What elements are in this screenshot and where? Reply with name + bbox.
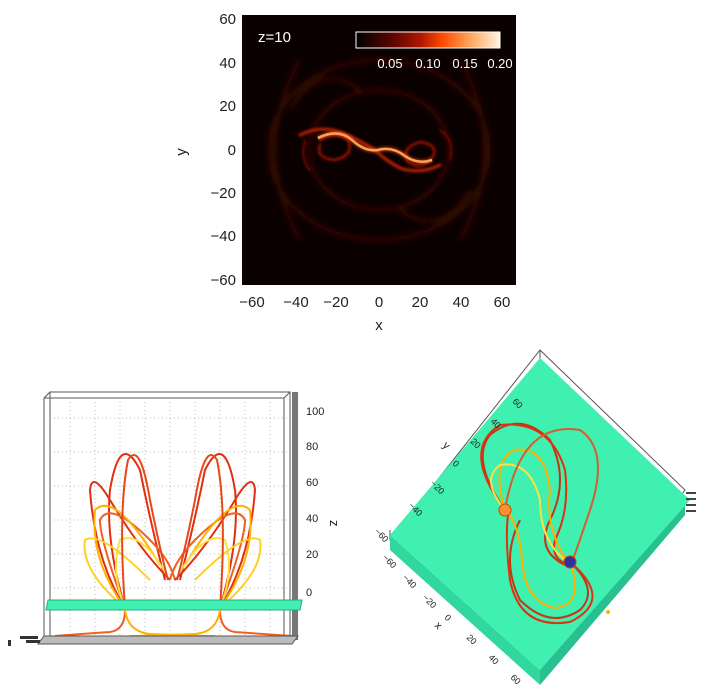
z-tick: 0 [306, 587, 312, 599]
y-axis-label: y [440, 440, 453, 453]
x-tick: 40 [487, 652, 501, 666]
y-axis-label: y [173, 148, 190, 156]
y-tick: 0 [451, 458, 462, 469]
colorbar-tick: 0.15 [452, 56, 477, 71]
x-tick: 20 [465, 632, 479, 646]
x-axis-label: x [375, 317, 383, 334]
colorbar-tick-labels: 0.05 0.10 0.15 0.20 [377, 56, 512, 71]
colorbar-tick: 0.20 [487, 56, 512, 71]
y-tick: 20 [219, 98, 236, 115]
footpoints [498, 503, 577, 569]
z-tick: 60 [306, 477, 318, 489]
field-lines [480, 422, 599, 625]
bottom-tick-marks [8, 636, 40, 646]
x-tick: −40 [401, 572, 419, 590]
plane-side-left [390, 535, 540, 685]
x-tick-labels: −60 −40 −20 0 20 40 60 [239, 294, 510, 311]
y-tick: 60 [219, 11, 236, 28]
bottom-right-3d-panel: 60 40 20 0 −20 −40 y −60 −60 −40 −20 0 2… [373, 349, 696, 686]
z-axis-label: z [327, 520, 342, 527]
x-axis-label: x [432, 620, 445, 633]
x-tick: 60 [509, 672, 523, 686]
x-tick: −60 [239, 294, 264, 311]
y-tick: 0 [228, 142, 236, 159]
z-tick: 40 [306, 513, 318, 525]
z-tick: 80 [306, 441, 318, 453]
x-tick: −40 [283, 294, 308, 311]
y-tick: −20 [211, 185, 236, 202]
photosphere-plane [45, 599, 303, 611]
right-tick-marks [686, 492, 696, 512]
x-tick: 0 [443, 612, 454, 623]
footpoint-legs [54, 609, 293, 637]
bottom-left-3d-panel: 100 80 60 40 20 0 z [8, 391, 342, 646]
colorbar-tick: 0.05 [377, 56, 402, 71]
z-tick: 20 [306, 549, 318, 561]
y-tick: −60 [211, 272, 236, 289]
y-tick-labels: 60 40 20 0 −20 −40 −60 [211, 11, 236, 289]
field-lines [83, 453, 262, 609]
y-tick: −40 [211, 228, 236, 245]
colorbar-tick: 0.10 [415, 56, 440, 71]
left-tick: −60 [373, 526, 391, 544]
x-tick: 20 [412, 294, 429, 311]
x-tick: −20 [323, 294, 348, 311]
z-axis: 100 80 60 40 20 0 z [292, 392, 342, 640]
x-tick: 40 [453, 294, 470, 311]
colorbar [355, 31, 501, 49]
x-tick: 0 [375, 294, 383, 311]
z-tick: 100 [306, 406, 324, 418]
x-tick: −20 [421, 592, 439, 610]
y-tick: 40 [219, 55, 236, 72]
x-tick: 60 [494, 294, 511, 311]
slice-label: z=10 [258, 29, 291, 46]
bottom-plane [37, 635, 299, 645]
top-heatmap-panel: z=10 0.05 0.10 0.15 0.20 60 40 20 0 −20 … [173, 11, 516, 334]
marker-dot [606, 610, 610, 614]
heatmap-faint-structures [267, 58, 491, 242]
